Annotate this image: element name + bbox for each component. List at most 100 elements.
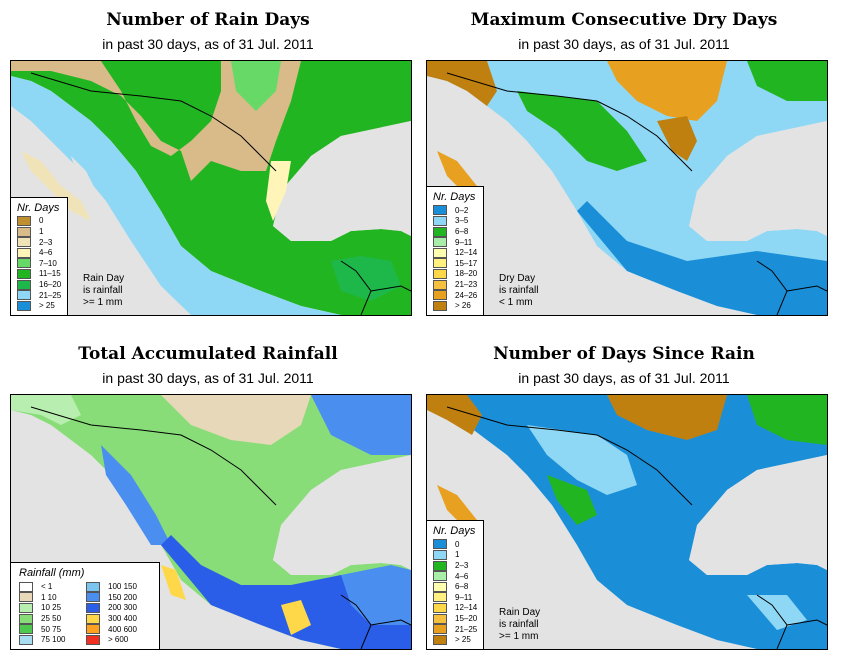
- legend-label: 100 150: [108, 582, 137, 592]
- legend-label: 12–14: [455, 603, 478, 613]
- panel-total-rainfall: Total Accumulated Rainfall in past 30 da…: [0, 334, 416, 654]
- legend-label: 9–11: [455, 592, 473, 602]
- legend-label: 6–8: [455, 582, 469, 592]
- legend-swatch: [433, 215, 447, 226]
- legend-label: 2–3: [39, 237, 53, 247]
- legend-swatch: [17, 215, 31, 226]
- legend-label: 6–8: [455, 227, 469, 237]
- legend-swatch: [433, 624, 447, 635]
- legend-label: 400 600: [108, 624, 137, 634]
- legend-row: 3–5: [433, 215, 477, 227]
- note-line: >= 1 mm: [83, 297, 123, 308]
- legend-row: 16–20: [17, 279, 61, 290]
- note-line: is rainfall: [499, 285, 539, 296]
- legend-row: 9–11: [433, 237, 477, 248]
- panel-rain-days: Number of Rain Days in past 30 days, as …: [0, 0, 416, 320]
- legend-note: Dry Day is rainfall < 1 mm: [499, 273, 538, 309]
- legend-swatch: [19, 624, 33, 635]
- legend-swatch: [19, 634, 33, 645]
- legend-title: Rainfall (mm): [19, 567, 85, 580]
- legend-label: 16–20: [39, 280, 62, 290]
- map-svg: [427, 61, 827, 315]
- note-line: is rainfall: [83, 285, 123, 296]
- map-svg: [11, 395, 411, 649]
- legend-row: 18–20: [433, 268, 477, 280]
- legend-title: Nr. Days: [433, 525, 476, 538]
- map-svg: [11, 61, 411, 315]
- legend-label: 0: [39, 216, 44, 226]
- legend-row: 15–17: [433, 258, 477, 269]
- legend-swatch: [19, 613, 33, 624]
- legend-row: 7–10: [17, 258, 61, 269]
- legend-label: 11–15: [39, 269, 61, 279]
- legend-swatch: [433, 290, 447, 301]
- legend-swatch: [433, 581, 447, 592]
- note-line: Dry Day: [499, 273, 536, 284]
- legend-swatch: [17, 237, 31, 248]
- legend-swatch: [433, 300, 447, 311]
- legend-swatch: [433, 226, 447, 237]
- country-borders: [446, 406, 827, 649]
- legend-swatch: [86, 624, 100, 635]
- legend-label: 21–25: [455, 624, 478, 634]
- panel-subtitle: in past 30 days, as of 31 Jul. 2011: [518, 370, 730, 386]
- legend-row: 1 10: [19, 592, 86, 603]
- legend-row: 50 75: [19, 624, 86, 635]
- legend-swatch: [433, 279, 447, 290]
- legend-swatch: [433, 571, 447, 582]
- legend: Rainfall (mm) < 1 1 10 10 25 25 50 50 75…: [11, 562, 160, 649]
- legend-swatch: [17, 258, 31, 269]
- legend-label: 24–26: [455, 290, 478, 300]
- legend-swatch: [19, 602, 33, 613]
- country-borders: [446, 72, 827, 315]
- legend-row: 21–25: [433, 624, 477, 635]
- legend-row: 9–11: [433, 592, 477, 603]
- legend-label: 2–3: [455, 561, 469, 571]
- legend-label: 10 25: [41, 603, 62, 613]
- legend-label: 7–10: [39, 258, 57, 268]
- map-total-rainfall: Rainfall (mm) < 1 1 10 10 25 25 50 50 75…: [10, 394, 412, 650]
- legend-swatch: [17, 290, 31, 301]
- legend-row: 200 300: [86, 602, 153, 614]
- legend-row: 10 25: [19, 602, 86, 614]
- legend-row: > 25: [17, 300, 61, 311]
- legend-row: 150 200: [86, 592, 153, 603]
- map-dry-days: Nr. Days 0–2 3–5 6–8 9–11 12–14 15–17 18…: [426, 60, 828, 316]
- note-line: Rain Day: [83, 273, 125, 284]
- legend-swatch: [17, 247, 31, 258]
- legend-label: 50 75: [41, 624, 62, 634]
- legend-row: > 26: [433, 300, 477, 311]
- legend-swatch: [86, 592, 100, 603]
- legend-swatch: [17, 226, 31, 237]
- legend-swatch: [19, 592, 33, 603]
- legend-label: 1: [455, 550, 460, 560]
- legend-swatch: [433, 539, 447, 550]
- legend-label: 9–11: [455, 237, 473, 247]
- legend-row: 15–20: [433, 613, 477, 624]
- legend-row: 12–14: [433, 602, 478, 614]
- legend-row: 21–23: [433, 279, 477, 290]
- legend-label: 300 400: [108, 614, 137, 624]
- panel-title: Number of Rain Days: [106, 10, 310, 30]
- legend-row: 0: [433, 539, 477, 550]
- legend-swatch: [17, 300, 31, 311]
- legend-row: 4–6: [433, 571, 477, 582]
- legend-label: 3–5: [455, 216, 469, 226]
- note-line: >= 1 mm: [499, 631, 539, 642]
- legend-label: 4–6: [455, 571, 469, 581]
- note-line: is rainfall: [499, 619, 539, 630]
- legend-label: 150 200: [108, 592, 137, 602]
- legend: Nr. Days 0–2 3–5 6–8 9–11 12–14 15–17 18…: [427, 186, 485, 315]
- legend-row: > 25: [433, 634, 477, 645]
- legend-label: 1: [39, 227, 44, 237]
- legend-label: 15–17: [455, 258, 478, 268]
- legend-swatch: [433, 268, 447, 279]
- legend-row: 400 600: [86, 624, 153, 635]
- legend-row: 2–3: [17, 237, 61, 248]
- panel-dry-days: Maximum Consecutive Dry Days in past 30 …: [416, 0, 832, 320]
- legend-row: 0: [17, 215, 61, 227]
- map-rain-days: Nr. Days 0 1 2–3 4–6 7–10 11–15 16–20 21…: [10, 60, 412, 316]
- land-base: [427, 61, 827, 315]
- legend-label: 4–6: [39, 248, 53, 258]
- legend-row: 6–8: [433, 581, 477, 592]
